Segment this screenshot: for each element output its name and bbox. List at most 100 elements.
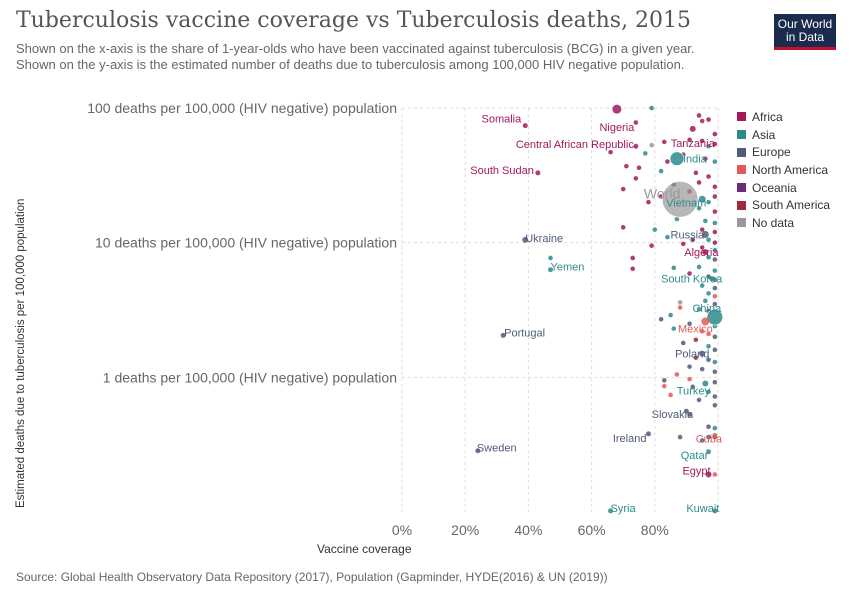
data-point[interactable] <box>636 165 642 171</box>
data-point-kuwait[interactable] <box>712 508 718 514</box>
data-point-poland[interactable] <box>699 350 706 357</box>
data-point[interactable] <box>699 245 705 250</box>
data-point-syria[interactable] <box>608 508 614 514</box>
data-point[interactable] <box>693 355 699 360</box>
data-point[interactable] <box>706 434 711 440</box>
data-point[interactable] <box>633 176 639 181</box>
data-point[interactable] <box>696 307 702 312</box>
data-point-ukraine[interactable] <box>522 236 529 243</box>
data-point[interactable] <box>706 291 711 296</box>
data-point[interactable] <box>699 227 705 232</box>
data-point-yemen[interactable] <box>548 267 554 273</box>
data-point-cuba[interactable] <box>712 432 718 438</box>
data-point[interactable] <box>706 357 711 363</box>
data-point-portugal[interactable] <box>500 332 506 338</box>
data-point[interactable] <box>712 184 718 190</box>
data-point[interactable] <box>706 389 711 395</box>
data-point[interactable] <box>699 328 705 334</box>
data-point-south-korea[interactable] <box>709 276 715 282</box>
data-point[interactable] <box>649 243 654 248</box>
data-point[interactable] <box>548 255 553 261</box>
data-point[interactable] <box>658 316 664 322</box>
data-point[interactable] <box>620 225 626 230</box>
data-point[interactable] <box>687 321 692 327</box>
data-point[interactable] <box>649 105 654 111</box>
data-point[interactable] <box>699 138 705 144</box>
data-point[interactable] <box>677 305 683 310</box>
data-point[interactable] <box>680 340 686 346</box>
data-point[interactable] <box>699 283 705 288</box>
data-point[interactable] <box>712 268 718 273</box>
data-point[interactable] <box>712 159 718 164</box>
data-point[interactable] <box>712 220 718 226</box>
data-point[interactable] <box>712 369 718 375</box>
data-point[interactable] <box>687 364 692 369</box>
data-point[interactable] <box>674 216 680 222</box>
data-point[interactable] <box>712 194 718 199</box>
legend-item[interactable]: Asia <box>737 126 830 144</box>
data-point[interactable] <box>652 227 658 232</box>
data-point-algeria[interactable] <box>702 249 709 256</box>
data-point-sweden[interactable] <box>475 448 481 454</box>
data-point[interactable] <box>712 131 718 137</box>
data-point-tanzania[interactable] <box>689 125 696 132</box>
data-point[interactable] <box>696 205 702 211</box>
data-point-china[interactable] <box>706 308 724 326</box>
legend-item[interactable]: No data <box>737 214 830 232</box>
data-point[interactable] <box>680 241 686 247</box>
data-point-turkey[interactable] <box>702 380 709 387</box>
data-point[interactable] <box>706 424 711 429</box>
data-point[interactable] <box>706 117 711 122</box>
data-point[interactable] <box>687 137 692 143</box>
data-point[interactable] <box>712 141 718 147</box>
data-point[interactable] <box>677 300 683 305</box>
data-point-egypt[interactable] <box>705 471 712 478</box>
data-point[interactable] <box>712 334 718 340</box>
data-point[interactable] <box>646 199 651 205</box>
data-point-qatar[interactable] <box>706 449 712 455</box>
data-point[interactable] <box>712 347 718 353</box>
data-point[interactable] <box>665 234 670 240</box>
data-point[interactable] <box>630 266 635 272</box>
data-point-south-sudan[interactable] <box>535 170 541 176</box>
data-point[interactable] <box>690 384 696 390</box>
data-point[interactable] <box>712 240 718 245</box>
legend-item[interactable]: Europe <box>737 143 830 161</box>
data-point[interactable] <box>712 229 718 235</box>
data-point[interactable] <box>712 247 718 253</box>
data-point[interactable] <box>643 151 648 156</box>
data-point-somalia[interactable] <box>522 123 528 129</box>
data-point[interactable] <box>706 199 711 205</box>
data-point[interactable] <box>690 237 696 243</box>
data-point[interactable] <box>712 293 718 299</box>
legend-item[interactable]: South America <box>737 196 830 214</box>
data-point[interactable] <box>624 163 629 169</box>
data-point-russia[interactable] <box>701 230 709 238</box>
data-point[interactable] <box>633 120 639 125</box>
owid-logo[interactable]: Our World in Data <box>774 14 836 50</box>
data-point[interactable] <box>687 412 692 417</box>
data-point[interactable] <box>671 326 677 331</box>
data-point[interactable] <box>703 156 708 162</box>
legend-item[interactable]: Oceania <box>737 179 830 197</box>
data-point[interactable] <box>712 209 718 214</box>
data-point-vietnam[interactable] <box>698 195 706 203</box>
data-point[interactable] <box>687 271 692 276</box>
data-point[interactable] <box>649 142 654 148</box>
data-point[interactable] <box>665 159 670 164</box>
data-point[interactable] <box>630 255 635 261</box>
data-point[interactable] <box>706 331 711 337</box>
data-point[interactable] <box>712 257 718 262</box>
data-point[interactable] <box>699 118 705 124</box>
data-point[interactable] <box>696 264 702 270</box>
data-point[interactable] <box>712 472 718 477</box>
data-point-mexico[interactable] <box>701 317 710 326</box>
data-point[interactable] <box>712 379 718 385</box>
data-point[interactable] <box>661 139 667 145</box>
legend-item[interactable]: North America <box>737 161 830 179</box>
data-point[interactable] <box>687 376 692 382</box>
data-point[interactable] <box>706 174 711 179</box>
data-point[interactable] <box>699 438 705 443</box>
data-point-india[interactable] <box>669 151 685 167</box>
data-point[interactable] <box>706 237 711 243</box>
